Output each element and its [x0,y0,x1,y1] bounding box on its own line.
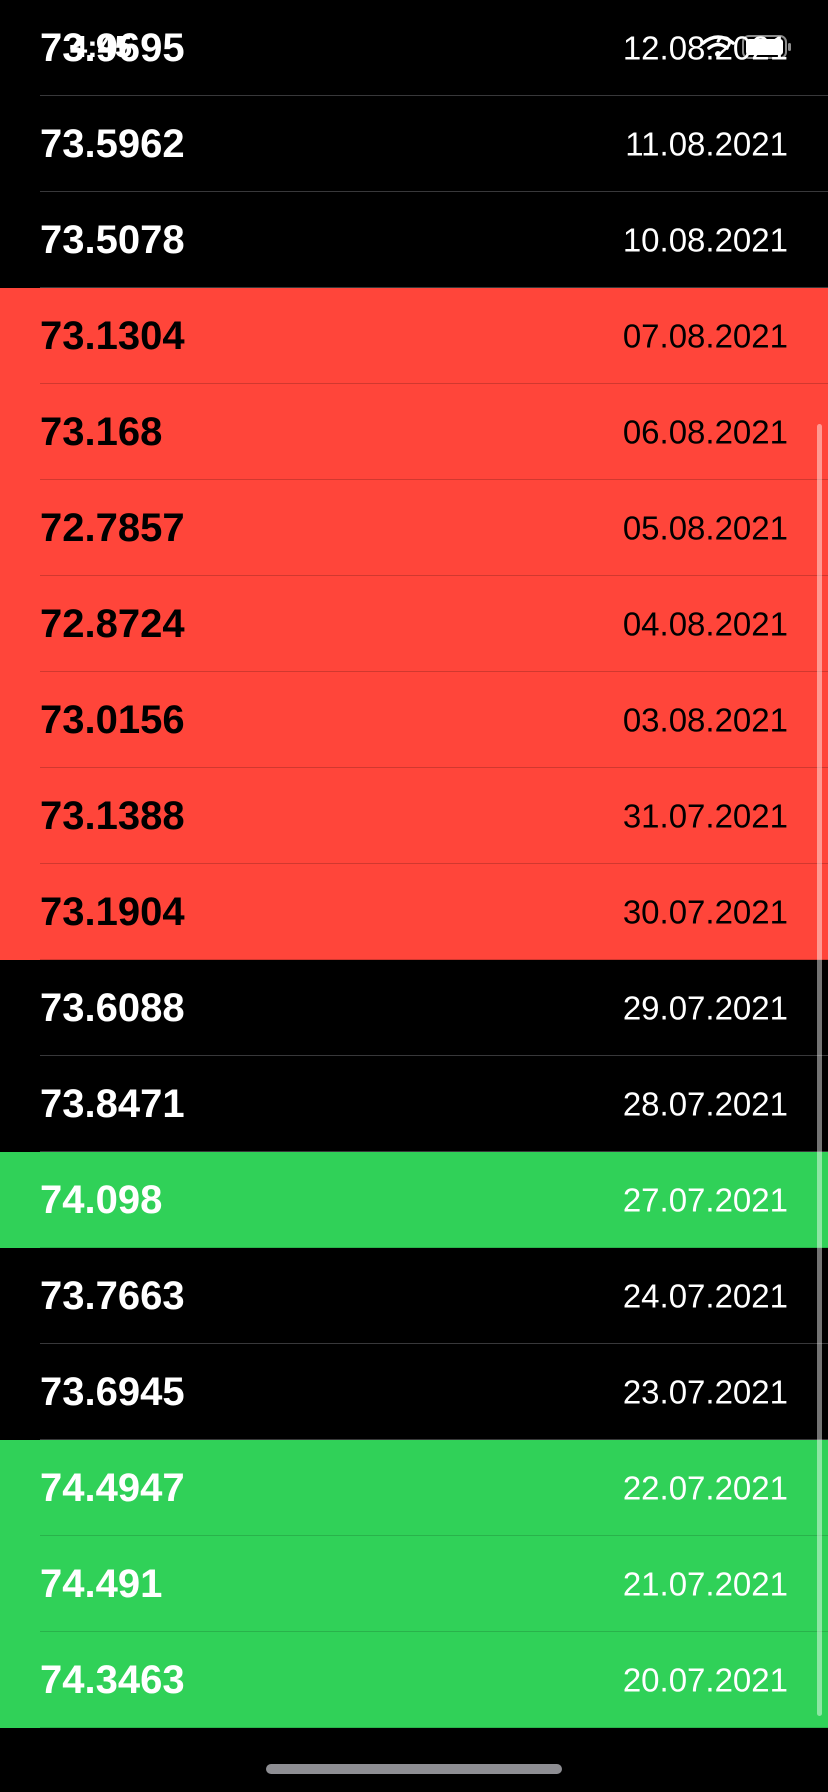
row-separator [40,1151,828,1152]
rate-date: 31.07.2021 [622,797,788,835]
list-item[interactable]: 73.6945 23.07.2021 [0,1344,828,1440]
list-item[interactable]: 73.5962 11.08.2021 [0,96,828,192]
list-item[interactable]: 74.491 21.07.2021 [0,1536,828,1632]
rate-value: 74.4947 [40,1466,185,1510]
row-separator [40,671,828,672]
rate-value: 74.491 [40,1562,163,1606]
row-separator [40,1055,828,1056]
rate-value: 73.5962 [40,122,185,166]
rate-date: 04.08.2021 [622,605,788,643]
row-separator [40,95,828,96]
list-item[interactable]: 73.6088 29.07.2021 [0,960,828,1056]
list-item[interactable]: 73.0156 03.08.2021 [0,672,828,768]
row-separator [40,383,828,384]
rate-value: 73.6088 [40,986,185,1030]
row-separator [40,1535,828,1536]
list-item[interactable]: 72.7857 05.08.2021 [0,480,828,576]
row-separator [40,287,828,288]
rate-value: 73.1904 [40,890,185,934]
rate-value: 73.1388 [40,794,185,838]
rate-date: 27.07.2021 [622,1181,788,1219]
rate-date: 05.08.2021 [622,509,788,547]
rate-value: 73.9695 [40,26,185,70]
rate-date: 29.07.2021 [622,989,788,1027]
rate-value: 74.3463 [40,1658,185,1702]
rate-value: 73.6945 [40,1370,185,1414]
row-separator [40,959,828,960]
row-separator [40,1439,828,1440]
rate-value: 73.0156 [40,698,185,742]
row-separator [40,479,828,480]
rate-date: 10.08.2021 [622,221,788,259]
row-separator [40,863,828,864]
list-item[interactable]: 73.1388 31.07.2021 [0,768,828,864]
rate-date: 24.07.2021 [622,1277,788,1315]
row-separator [40,1247,828,1248]
row-separator [40,1727,828,1728]
rate-value: 72.7857 [40,506,185,550]
rate-value: 73.168 [40,410,163,454]
rate-date: 20.07.2021 [622,1661,788,1699]
rate-date: 21.07.2021 [622,1565,788,1603]
rate-value: 73.7663 [40,1274,185,1318]
list-item[interactable]: 73.1904 30.07.2021 [0,864,828,960]
rate-date: 07.08.2021 [622,317,788,355]
list-item[interactable]: 73.8471 28.07.2021 [0,1056,828,1152]
row-separator [40,575,828,576]
row-separator [40,1343,828,1344]
rate-value: 73.1304 [40,314,185,358]
rate-value: 72.8724 [40,602,185,646]
rate-date: 03.08.2021 [622,701,788,739]
rate-value: 73.5078 [40,218,185,262]
rate-date: 22.07.2021 [622,1469,788,1507]
row-separator [40,191,828,192]
rate-value: 73.8471 [40,1082,185,1126]
list-item[interactable]: 74.3463 20.07.2021 [0,1632,828,1728]
home-indicator[interactable] [266,1764,562,1774]
row-separator [40,1631,828,1632]
list-item[interactable]: 74.098 27.07.2021 [0,1152,828,1248]
rate-date: 23.07.2021 [622,1373,788,1411]
list-item[interactable]: 73.7663 24.07.2021 [0,1248,828,1344]
rate-date: 12.08.2021 [622,29,788,67]
list-item[interactable]: 73.1304 07.08.2021 [0,288,828,384]
scroll-indicator[interactable] [817,424,822,1716]
list-item[interactable]: 73.5078 10.08.2021 [0,192,828,288]
list-item[interactable]: 72.8724 04.08.2021 [0,576,828,672]
list-item[interactable]: 73.9695 12.08.2021 [0,0,828,96]
row-separator [40,767,828,768]
rate-date: 11.08.2021 [625,125,788,163]
list-item[interactable]: 73.168 06.08.2021 [0,384,828,480]
list-item[interactable]: 74.4947 22.07.2021 [0,1440,828,1536]
rate-date: 06.08.2021 [622,413,788,451]
rate-value: 74.098 [40,1178,163,1222]
rate-date: 30.07.2021 [622,893,788,931]
rates-list[interactable]: 73.9695 12.08.2021 73.5962 11.08.2021 73.5… [0,0,828,1728]
rate-date: 28.07.2021 [622,1085,788,1123]
